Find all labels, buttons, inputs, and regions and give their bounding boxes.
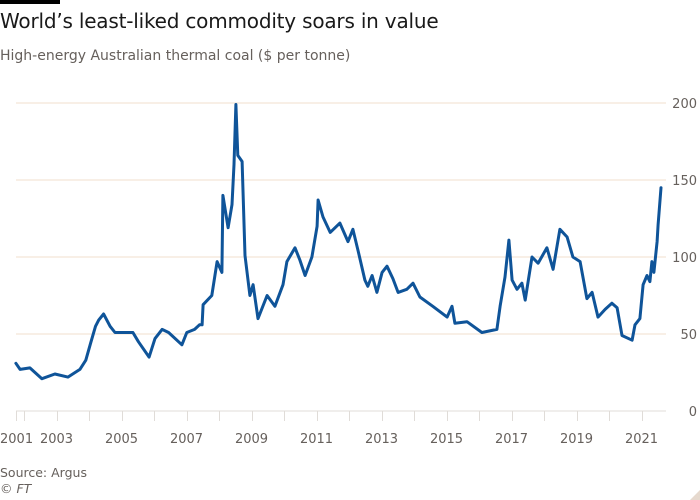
series-line-coal-price bbox=[14, 103, 663, 381]
source-note: Source: Argus bbox=[0, 465, 87, 480]
x-tick-label: 2015 bbox=[430, 432, 463, 447]
x-tick-label: 2003 bbox=[40, 432, 73, 447]
series-group bbox=[14, 103, 663, 381]
credit-note: © FT bbox=[0, 481, 32, 496]
y-tick-label: 200 bbox=[672, 97, 697, 112]
y-tick-label: 100 bbox=[672, 251, 697, 266]
x-axis: 2001 2003 2005 2007 2009 2011 2013 2015 2017 2019… bbox=[0, 410, 666, 447]
gridlines bbox=[16, 102, 666, 335]
x-tick-label: 2009 bbox=[235, 432, 268, 447]
x-tick-label: 2011 bbox=[300, 432, 333, 447]
y-tick-label: 0 bbox=[689, 405, 697, 420]
x-tick-label: 2001 bbox=[0, 432, 33, 447]
x-tick-label: 2007 bbox=[170, 432, 203, 447]
chart-subtitle: High-energy Australian thermal coal ($ p… bbox=[0, 48, 351, 64]
x-tick-label: 2019 bbox=[560, 432, 593, 447]
y-tick-label: 150 bbox=[672, 174, 697, 189]
y-axis: 0 50 100 150 200 bbox=[672, 97, 697, 420]
x-tick-label: 2017 bbox=[495, 432, 528, 447]
x-tick-label: 2005 bbox=[105, 432, 138, 447]
y-tick-label: 50 bbox=[680, 328, 697, 343]
x-tick-label: 2013 bbox=[365, 432, 398, 447]
resize-corner bbox=[690, 490, 700, 500]
chart-title: World’s least-liked commodity soars in v… bbox=[0, 9, 439, 33]
brand-bar bbox=[0, 0, 60, 4]
x-tick-label: 2021 bbox=[625, 432, 658, 447]
